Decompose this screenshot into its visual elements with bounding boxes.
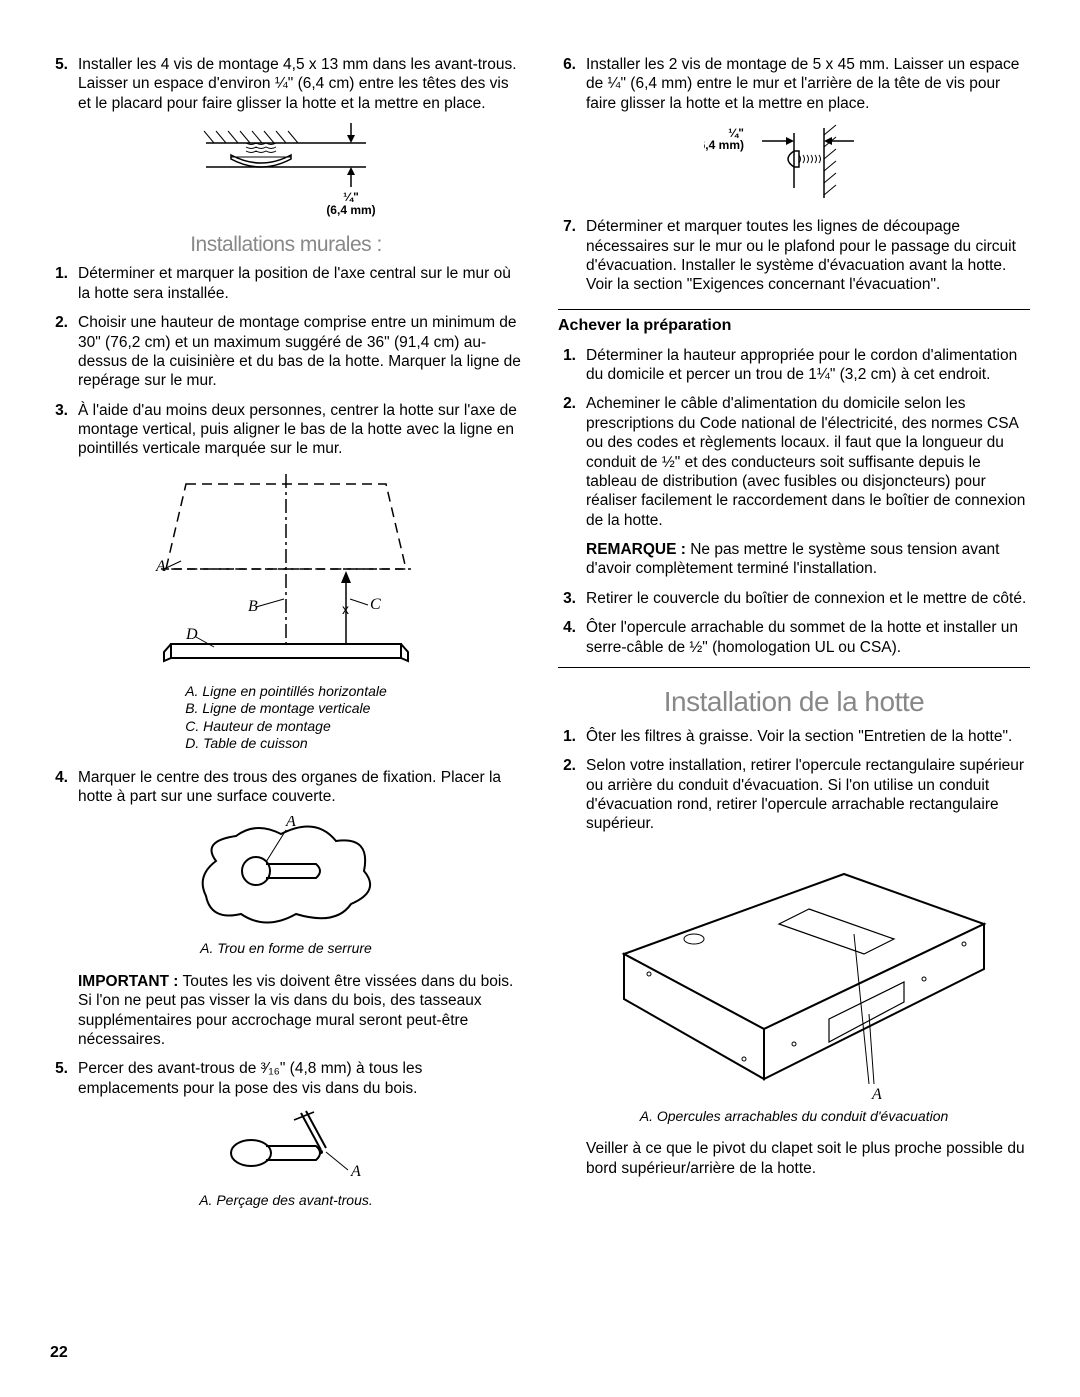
caption-c: C. Hauteur de montage [185, 718, 387, 736]
prep-step2: 2. Acheminer le câble d'alimentation du … [558, 394, 1030, 530]
step-text: Installer les 2 vis de montage de 5 x 45… [586, 55, 1030, 113]
figure2-captions: A. Ligne en pointillés horizontale B. Li… [185, 683, 387, 753]
heading-wall-installations: Installations murales : [50, 232, 522, 258]
svg-text:(6,4 mm): (6,4 mm) [326, 203, 375, 217]
svg-text:D: D [185, 626, 198, 643]
caption-b: B. Ligne de montage verticale [185, 700, 387, 718]
figure-mount-lines: x A B C D A. Ligne en pointillés horizon… [50, 469, 522, 754]
step-number: 2. [50, 313, 78, 391]
figure6-caption: A. Opercules arrachables du conduit d'év… [558, 1108, 1030, 1126]
svg-text:A: A [155, 558, 166, 575]
step-number: 2. [558, 756, 586, 834]
wall-step1: 1. Déterminer et marquer la position de … [50, 264, 522, 303]
closing-text: Veiller à ce que le pivot du clapet soit… [558, 1139, 1030, 1178]
prep-step4: 4. Ôter l'opercule arrachable du sommet … [558, 618, 1030, 657]
step-number: 7. [558, 217, 586, 295]
step-text: Marquer le centre des trous des organes … [78, 768, 522, 807]
step-text: Installer les 4 vis de montage 4,5 x 13 … [78, 55, 522, 113]
svg-text:¼": ¼" [343, 190, 359, 204]
figure-hood-knockouts: A A. Opercules arrachables du conduit d'… [558, 844, 1030, 1126]
heading-install-hood: Installation de la hotte [558, 684, 1030, 719]
step-number: 1. [558, 346, 586, 385]
page-number: 22 [50, 1343, 68, 1363]
step-number: 3. [50, 401, 78, 459]
prep-step1: 1. Déterminer la hauteur appropriée pour… [558, 346, 1030, 385]
step-text: Ôter l'opercule arrachable du sommet de … [586, 618, 1030, 657]
step-number: 4. [558, 618, 586, 657]
step-number: 3. [558, 589, 586, 608]
left-top-step5: 5. Installer les 4 vis de montage 4,5 x … [50, 55, 522, 113]
step-number: 1. [558, 727, 586, 746]
left-column: 5. Installer les 4 vis de montage 4,5 x … [50, 55, 522, 1224]
caption-a: A. Ligne en pointillés horizontale [185, 683, 387, 701]
step-text: Retirer le couvercle du boîtier de conne… [586, 589, 1030, 608]
step-text: À l'aide d'au moins deux personnes, cent… [78, 401, 522, 459]
wall-step3: 3. À l'aide d'au moins deux personnes, c… [50, 401, 522, 459]
wall-step2: 2. Choisir une hauteur de montage compri… [50, 313, 522, 391]
separator [558, 667, 1030, 668]
two-column-layout: 5. Installer les 4 vis de montage 4,5 x … [50, 55, 1030, 1224]
step-number: 1. [50, 264, 78, 303]
hood-step1: 1. Ôter les filtres à graisse. Voir la s… [558, 727, 1030, 746]
step-text: Déterminer et marquer la position de l'a… [78, 264, 522, 303]
svg-text:C: C [370, 596, 381, 613]
right-column: 6. Installer les 2 vis de montage de 5 x… [558, 55, 1030, 1224]
svg-text:A: A [350, 1163, 361, 1180]
step-number: 4. [50, 768, 78, 807]
step-number: 5. [50, 55, 78, 113]
figure4-caption: A. Perçage des avant-trous. [50, 1192, 522, 1210]
step-number: 2. [558, 394, 586, 530]
important-note: IMPORTANT : Toutes les vis doivent être … [50, 972, 522, 1050]
step-text: Déterminer et marquer toutes les lignes … [586, 217, 1030, 295]
step-text: Selon votre installation, retirer l'oper… [586, 756, 1030, 834]
svg-text:(6,4 mm): (6,4 mm) [704, 138, 744, 152]
sub-heading-prep: Achever la préparation [558, 309, 1030, 336]
figure-drill-pilot: A A. Perçage des avant-trous. [50, 1108, 522, 1210]
figure-screw-gap-2: ¼" (6,4 mm) [558, 123, 1030, 203]
step-text: Choisir une hauteur de montage comprise … [78, 313, 522, 391]
step-text: Acheminer le câble d'alimentation du dom… [586, 394, 1030, 530]
important-label: IMPORTANT : [78, 973, 178, 990]
step-text: Percer des avant-trous de ³⁄₁₆" (4,8 mm)… [78, 1059, 522, 1098]
figure-keyhole: A A. Trou en forme de serrure [50, 816, 522, 958]
remark-label: REMARQUE : [586, 541, 686, 558]
svg-text:A: A [285, 816, 296, 830]
prep-step3: 3. Retirer le couvercle du boîtier de co… [558, 589, 1030, 608]
remark-note: REMARQUE : Ne pas mettre le système sous… [558, 540, 1030, 579]
figure3-caption: A. Trou en forme de serrure [50, 940, 522, 958]
caption-d: D. Table de cuisson [185, 735, 387, 753]
step-number: 5. [50, 1059, 78, 1098]
hood-step2: 2. Selon votre installation, retirer l'o… [558, 756, 1030, 834]
svg-text:x: x [342, 601, 349, 617]
right-step7: 7. Déterminer et marquer toutes les lign… [558, 217, 1030, 295]
figure-screw-gap-1: ¼" (6,4 mm) [50, 123, 522, 218]
step-text: Déterminer la hauteur appropriée pour le… [586, 346, 1030, 385]
wall-step4: 4. Marquer le centre des trous des organ… [50, 768, 522, 807]
right-step6: 6. Installer les 2 vis de montage de 5 x… [558, 55, 1030, 113]
step-text: Ôter les filtres à graisse. Voir la sect… [586, 727, 1030, 746]
svg-text:A: A [871, 1086, 882, 1103]
wall-step5b: 5. Percer des avant-trous de ³⁄₁₆" (4,8 … [50, 1059, 522, 1098]
step-number: 6. [558, 55, 586, 113]
